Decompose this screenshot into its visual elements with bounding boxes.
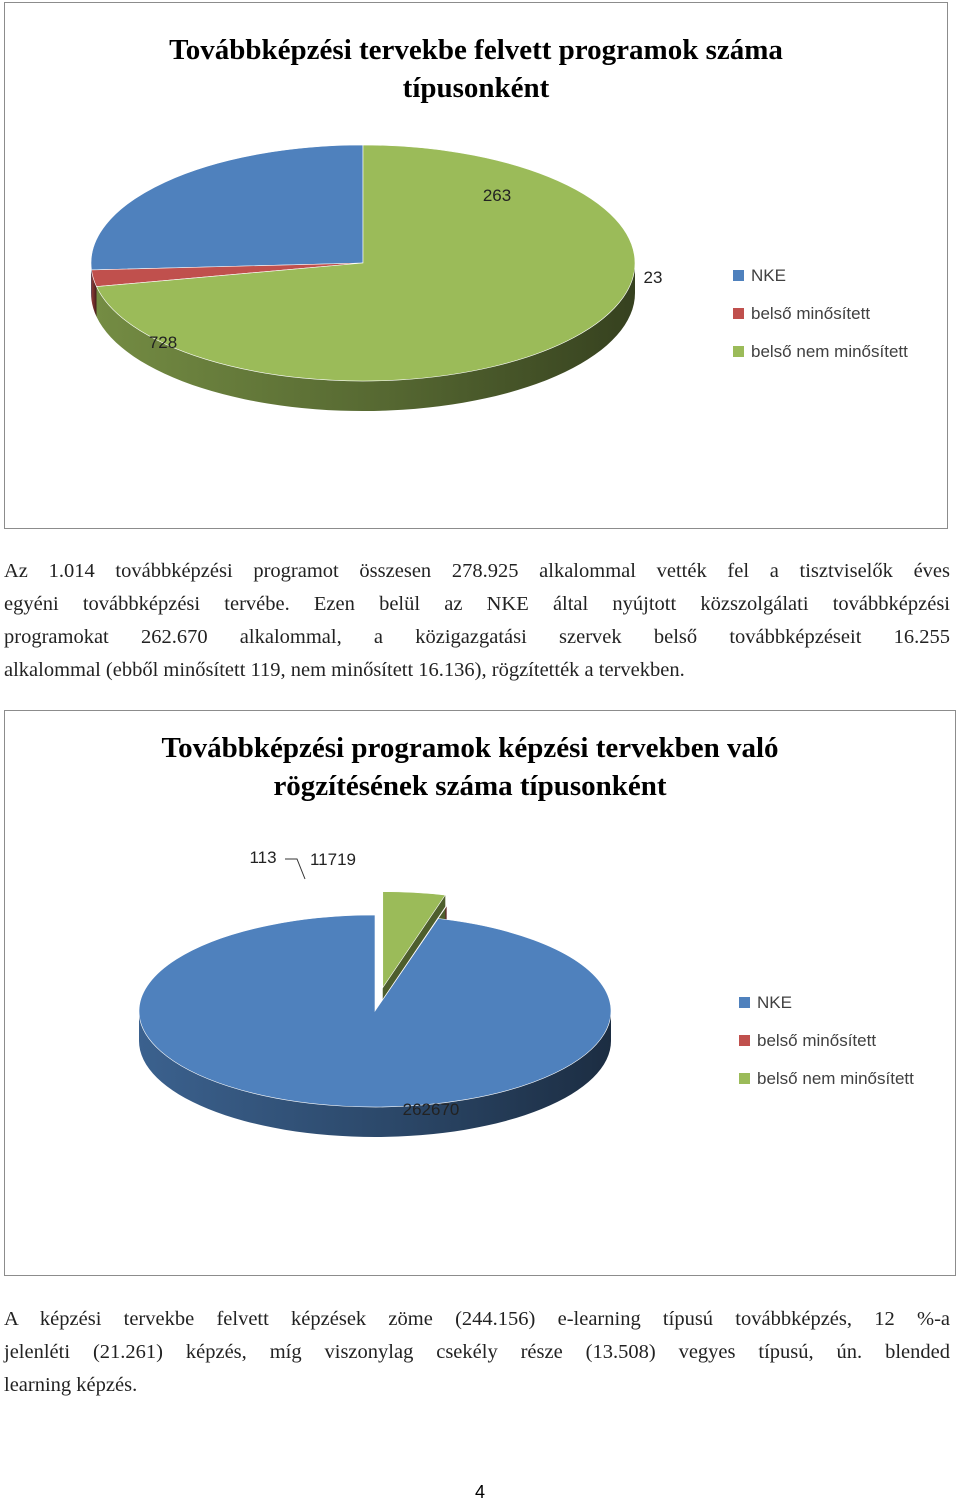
paragraph-1-line: alkalommal (ebből minősített 119, nem mi…	[4, 659, 685, 681]
chart-2-title-line-2: rögzítésének száma típusonként	[273, 770, 667, 802]
paragraph-2: A képzési tervekbe felvett képzések zöme…	[4, 1303, 950, 1402]
chart-1-plot: 263 23 728 NKE belső minősített belső nem min…	[90, 144, 908, 411]
chart-1-legend-swatch-0	[733, 270, 744, 281]
chart-2-legend-swatch-0	[739, 997, 750, 1008]
chart-1-data-label-2: 728	[149, 333, 177, 352]
chart-1-legend-label-0: NKE	[751, 266, 786, 285]
chart-2-slice-1	[383, 905, 448, 999]
chart-2-data-label-0: 262670	[403, 1100, 460, 1119]
chart-2-legend-label-0: NKE	[757, 993, 792, 1012]
chart-1-legend-label-2: belső nem minősített	[751, 342, 908, 361]
paragraph-1-line: egyéni továbbképzési tervébe. Ezen belül…	[4, 593, 950, 615]
chart-1-title-line-1: Továbbképzési tervekbe felvett programok…	[169, 34, 783, 66]
chart-2-title-line-1: Továbbképzési programok képzési tervekbe…	[161, 732, 779, 764]
chart-2-data-label-1: 113	[249, 848, 276, 867]
chart-2-slice-side-0	[139, 1011, 611, 1137]
chart-1-slice-side-1	[91, 269, 97, 317]
chart-1-pie	[90, 144, 636, 411]
paragraph-1-line: Az 1.014 továbbképzési programot összese…	[4, 560, 950, 582]
page-number: 4	[474, 1482, 485, 1502]
chart-2-frame: Továbbképzési programok képzési tervekbe…	[4, 710, 956, 1276]
chart-2-legend-swatch-1	[739, 1035, 750, 1046]
chart-1-data-label-0: 263	[483, 186, 511, 205]
chart-1-slice-2	[96, 144, 636, 382]
paragraph-1-line: programokat 262.670 alkalommal, a köziga…	[4, 626, 950, 648]
paragraph-1: Az 1.014 továbbképzési programot összese…	[4, 555, 950, 687]
chart-2-leader-line	[285, 858, 306, 880]
chart-2-slice-2	[382, 891, 446, 989]
chart-1-title-line-2: típusonként	[402, 72, 550, 104]
chart-2-legend-label-2: belső nem minősített	[757, 1069, 914, 1088]
chart-2-plot: 262670 113 11719 NKE belső minősített belső n…	[138, 848, 914, 1137]
chart-1-legend-label-1: belső minősített	[751, 304, 870, 323]
chart-1-slice-0	[90, 144, 364, 271]
chart-2-title: Továbbképzési programok képzési tervekbe…	[0, 729, 945, 805]
chart-2-data-label-2: 11719	[310, 850, 356, 869]
paragraph-2-line: jelenléti (21.261) képzés, míg viszonyla…	[4, 1341, 950, 1363]
chart-1-legend-swatch-2	[733, 346, 744, 357]
chart-2-legend-swatch-2	[739, 1073, 750, 1084]
chart-2-pie	[138, 891, 612, 1137]
chart-2-slice-0	[138, 914, 612, 1108]
chart-1-frame: Továbbképzési tervekbe felvett programok…	[4, 2, 948, 529]
chart-2-legend-label-1: belső minősített	[757, 1031, 876, 1050]
chart-1-title: Továbbképzési tervekbe felvett programok…	[5, 31, 947, 107]
paragraph-2-line: learning képzés.	[4, 1374, 138, 1396]
chart-1-slice-side-2	[96, 263, 635, 411]
chart-1-legend-swatch-1	[733, 308, 744, 319]
chart-1-data-label-1: 23	[644, 268, 663, 287]
paragraph-2-line: A képzési tervekbe felvett képzések zöme…	[4, 1308, 950, 1330]
